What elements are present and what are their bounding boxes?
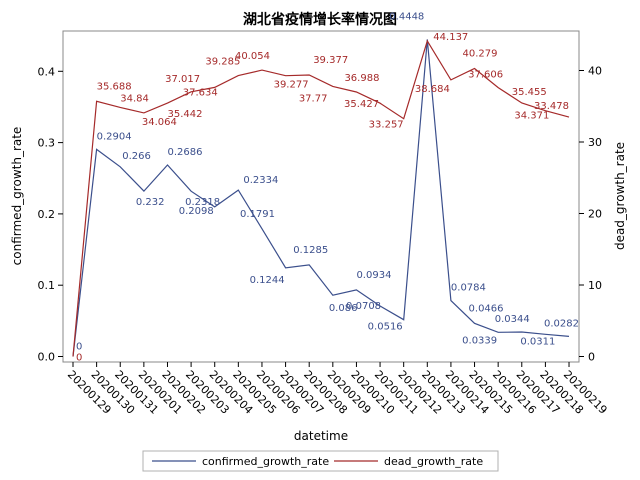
series-lines bbox=[72, 39, 570, 357]
data-label-confirmed: 0.4448 bbox=[389, 11, 424, 22]
data-label-dead: 39.285 bbox=[205, 57, 240, 68]
data-label-dead: 0 bbox=[76, 353, 82, 364]
y-right-tick-label: 0 bbox=[588, 351, 595, 364]
data-label-confirmed: 0.232 bbox=[136, 197, 165, 208]
data-label-dead: 40.054 bbox=[235, 51, 270, 62]
x-axis: 2020012920200130202001312020020120200202… bbox=[65, 362, 610, 417]
chart-title: 湖北省疫情增长率情况图 bbox=[243, 11, 397, 28]
data-label-dead: 38.684 bbox=[415, 84, 450, 95]
data-label-dead: 33.257 bbox=[369, 120, 404, 131]
data-label-dead: 35.442 bbox=[167, 109, 202, 120]
y-right-tick-label: 30 bbox=[588, 136, 602, 149]
data-label-confirmed: 0.1244 bbox=[250, 275, 285, 286]
y-left-tick-label: 0.2 bbox=[38, 208, 56, 221]
data-label-confirmed: 0.0344 bbox=[495, 314, 530, 325]
data-label-dead: 39.377 bbox=[313, 55, 348, 66]
series-line-confirmed bbox=[72, 39, 570, 357]
data-label-confirmed: 0.0466 bbox=[469, 303, 504, 314]
data-label-confirmed: 0.2904 bbox=[97, 131, 132, 142]
data-label-dead: 33.478 bbox=[534, 101, 569, 112]
data-label-dead: 35.455 bbox=[512, 87, 547, 98]
data-label-confirmed: 0.0282 bbox=[544, 318, 579, 329]
data-label-confirmed: 0.1791 bbox=[240, 209, 275, 220]
legend-box bbox=[142, 450, 499, 472]
legend: confirmed_growth_rate dead_growth_rate bbox=[142, 450, 499, 472]
x-axis-label: datetime bbox=[294, 429, 348, 443]
data-label-confirmed: 0.086 bbox=[329, 303, 358, 314]
y-left-tick-label: 0.4 bbox=[38, 65, 56, 78]
data-label-dead: 34.064 bbox=[142, 117, 177, 128]
data-label-confirmed: 0 bbox=[76, 342, 82, 353]
data-label-dead: 35.427 bbox=[344, 99, 379, 110]
data-label-confirmed: 0.0784 bbox=[451, 283, 486, 294]
y-right-tick-label: 20 bbox=[588, 208, 602, 221]
data-label-dead: 34.371 bbox=[514, 111, 549, 122]
y-right-tick-label: 40 bbox=[588, 65, 602, 78]
y-axis-left-label: confirmed_growth_rate bbox=[10, 127, 24, 266]
data-label-confirmed: 0.2098 bbox=[179, 206, 214, 217]
data-label-dead: 44.137 bbox=[433, 32, 468, 43]
y-left-tick-label: 0.3 bbox=[38, 137, 56, 150]
data-label-dead: 36.988 bbox=[344, 73, 379, 84]
data-label-dead: 37.77 bbox=[299, 93, 328, 104]
y-left-tick-label: 0.1 bbox=[38, 279, 56, 292]
y-right-tick-label: 10 bbox=[588, 279, 602, 292]
data-label-dead: 37.606 bbox=[468, 70, 503, 81]
y-axis-left: 0.0 0.1 0.2 0.3 0.4 bbox=[38, 65, 63, 364]
data-label-dead: 37.634 bbox=[183, 87, 218, 98]
data-label-confirmed: 0.1285 bbox=[293, 245, 328, 256]
series-line-dead bbox=[72, 39, 570, 357]
data-label-confirmed: 0.266 bbox=[122, 151, 151, 162]
legend-label-dead: dead_growth_rate bbox=[384, 455, 483, 468]
data-label-dead: 39.277 bbox=[274, 80, 309, 91]
data-label-confirmed: 0.0516 bbox=[368, 322, 403, 333]
data-label-confirmed: 0.2686 bbox=[167, 147, 202, 158]
data-label-confirmed: 0.0311 bbox=[520, 336, 555, 347]
data-label-confirmed: 0.0708 bbox=[346, 301, 381, 312]
data-label-confirmed: 0.2318 bbox=[185, 197, 220, 208]
data-label-confirmed: 0.2334 bbox=[243, 175, 278, 186]
y-left-tick-label: 0.0 bbox=[38, 351, 56, 364]
data-label-confirmed: 0.0339 bbox=[462, 335, 497, 346]
data-label-dead: 34.84 bbox=[120, 93, 149, 104]
data-label-dead: 37.017 bbox=[165, 74, 200, 85]
y-axis-right-label: dead_growth_rate bbox=[613, 142, 627, 250]
y-axis-right: 0 10 20 30 40 bbox=[579, 65, 602, 364]
data-label-confirmed: 0.0934 bbox=[356, 270, 391, 281]
data-label-dead: 35.688 bbox=[97, 81, 132, 92]
plot-frame bbox=[62, 30, 580, 363]
data-label-dead: 40.279 bbox=[463, 49, 498, 60]
legend-label-confirmed: confirmed_growth_rate bbox=[202, 455, 329, 468]
